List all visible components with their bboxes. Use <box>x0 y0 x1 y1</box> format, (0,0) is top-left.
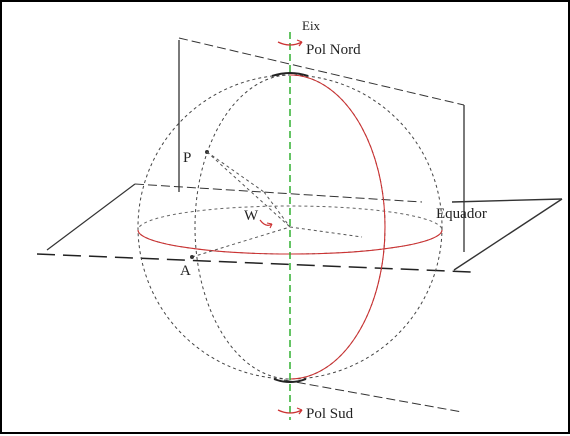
south-pole-cap <box>273 378 307 383</box>
label-point-p: P <box>183 150 191 166</box>
label-point-a: A <box>180 263 191 279</box>
north-rotation-arrow <box>277 41 303 46</box>
meridian-plane-top-edge <box>178 37 465 106</box>
north-pole-cap <box>271 72 309 77</box>
label-angle-w: W <box>244 208 259 224</box>
p-radius-line <box>206 151 291 228</box>
equatorial-plane-right-top <box>451 198 563 203</box>
angle-w-arc <box>259 219 273 226</box>
a-radius-line <box>191 226 291 258</box>
label-equator: Equador <box>436 206 487 222</box>
angle-w-arrowhead <box>266 222 273 229</box>
meridian-red-arc <box>289 74 386 380</box>
equatorial-plane-left-edge <box>46 183 136 251</box>
equatorial-plane-front-edge <box>36 253 473 273</box>
label-north-pole: Pol Nord <box>306 42 361 58</box>
north-rotation-arrowhead <box>296 39 303 47</box>
south-rotation-arrowhead <box>296 407 303 415</box>
label-south-pole: Pol Sud <box>306 406 354 422</box>
equatorial-plane-right-edge <box>453 198 563 271</box>
p-projection-line <box>206 151 265 193</box>
label-eix: Eix <box>302 18 321 33</box>
equator-radius-right <box>289 226 363 238</box>
meridian-plane-bottom-edge <box>283 379 463 413</box>
p-equator-line <box>263 191 291 228</box>
equatorial-plane-top-edge <box>134 183 423 203</box>
south-rotation-arrow <box>277 409 303 414</box>
point-a-marker <box>190 255 194 259</box>
